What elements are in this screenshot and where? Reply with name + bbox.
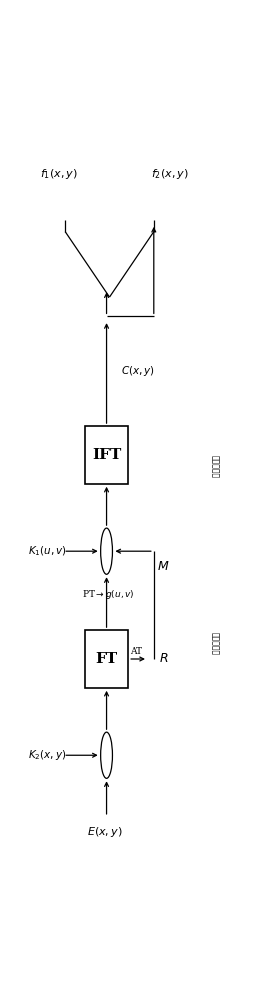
Text: AT: AT bbox=[130, 647, 142, 656]
Text: $C(x,y)$: $C(x,y)$ bbox=[121, 364, 155, 378]
Text: $R$: $R$ bbox=[159, 652, 168, 666]
Text: $K_1(u,v)$: $K_1(u,v)$ bbox=[28, 544, 67, 558]
Text: $f_2(x,y)$: $f_2(x,y)$ bbox=[151, 167, 188, 181]
Text: IFT: IFT bbox=[92, 448, 121, 462]
Circle shape bbox=[101, 732, 113, 778]
Text: $M$: $M$ bbox=[157, 560, 170, 573]
Text: 随机振幅板: 随机振幅板 bbox=[210, 455, 219, 478]
Text: $K_2(x,y)$: $K_2(x,y)$ bbox=[28, 748, 67, 762]
Text: 随机相位板: 随机相位板 bbox=[210, 632, 219, 655]
Text: FT: FT bbox=[96, 652, 118, 666]
Bar bbox=[85, 426, 128, 484]
Bar bbox=[85, 630, 128, 688]
Text: $f_1(x,y)$: $f_1(x,y)$ bbox=[40, 167, 78, 181]
Text: PT$\rightarrow$$g(u,v)$: PT$\rightarrow$$g(u,v)$ bbox=[82, 588, 135, 601]
Text: $E(x,y)$: $E(x,y)$ bbox=[87, 825, 122, 839]
Circle shape bbox=[101, 528, 113, 574]
